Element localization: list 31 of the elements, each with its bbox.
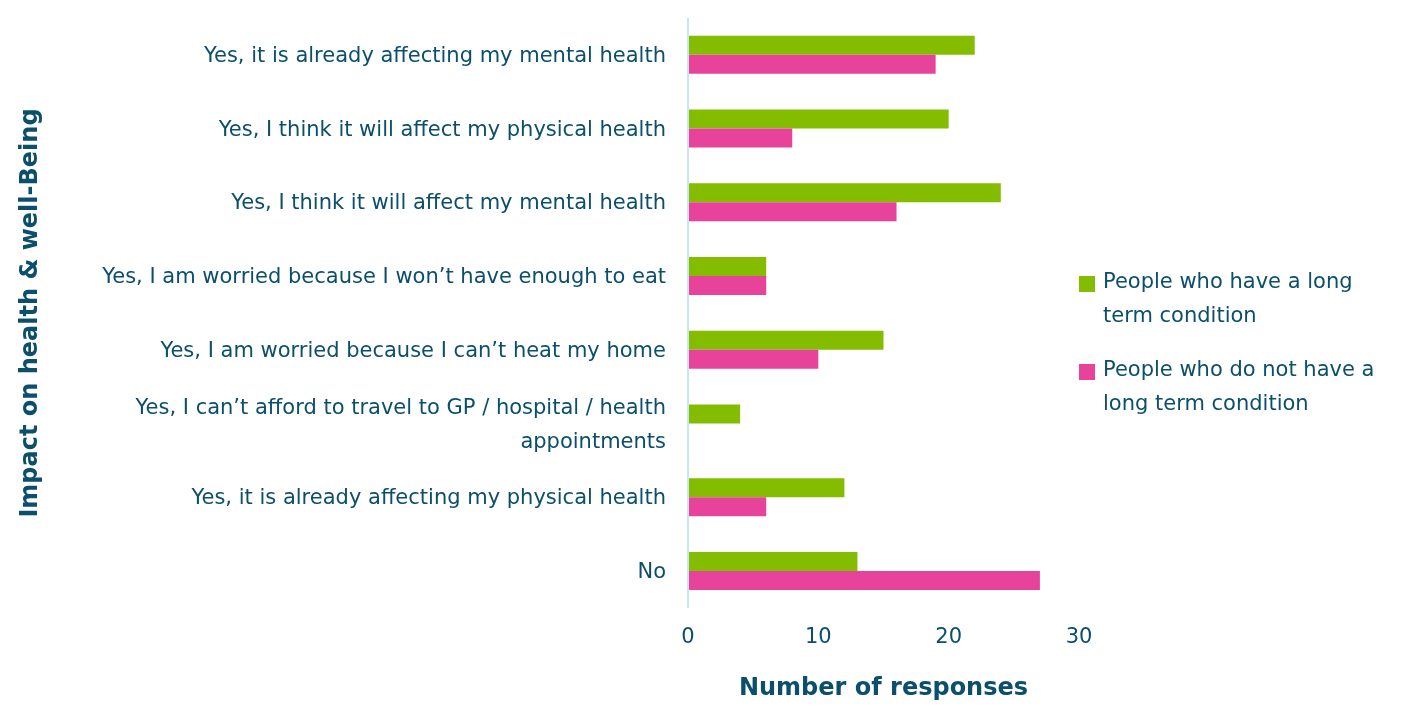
bar bbox=[688, 404, 741, 424]
y-tick-label: Yes, I think it will affect my mental health bbox=[230, 190, 666, 215]
y-tick-label: Yes, I think it will affect my physical health bbox=[217, 116, 666, 141]
y-tick-label: No bbox=[637, 559, 666, 584]
bar bbox=[688, 183, 1001, 203]
y-tick-label: Yes, I can’t afford to travel to GP / hospital / health appointments bbox=[134, 394, 666, 453]
bar bbox=[688, 497, 767, 517]
bar bbox=[688, 275, 767, 295]
bar bbox=[688, 330, 884, 350]
bar bbox=[688, 202, 897, 222]
y-tick-label: Yes, it is already affecting my mental health bbox=[202, 42, 666, 67]
legend-label: People who have a long term condition bbox=[1103, 268, 1354, 329]
x-axis-title: Number of responses bbox=[738, 673, 1029, 702]
x-tick-label: 10 bbox=[804, 623, 832, 648]
x-tick-label: 30 bbox=[1065, 623, 1093, 648]
bar bbox=[688, 256, 767, 276]
bar bbox=[688, 570, 1040, 590]
bar bbox=[688, 551, 858, 571]
bar bbox=[688, 54, 936, 74]
x-tick-label: 20 bbox=[935, 623, 963, 648]
bar bbox=[688, 109, 949, 129]
bar bbox=[688, 349, 819, 369]
x-tick-label: 0 bbox=[681, 623, 695, 648]
y-tick-label: Yes, it is already affecting my physical health bbox=[190, 485, 666, 510]
bar bbox=[688, 478, 845, 498]
y-tick-label: Yes, I am worried because I won’t have enough to eat bbox=[101, 264, 666, 289]
legend-label: People who do not have a long term condition bbox=[1103, 356, 1376, 417]
bar bbox=[688, 128, 793, 148]
y-axis-title: Impact on health & well-Being bbox=[14, 108, 43, 518]
y-tick-label: Yes, I am worried because I can’t heat my home bbox=[159, 337, 666, 362]
bar bbox=[688, 35, 975, 55]
